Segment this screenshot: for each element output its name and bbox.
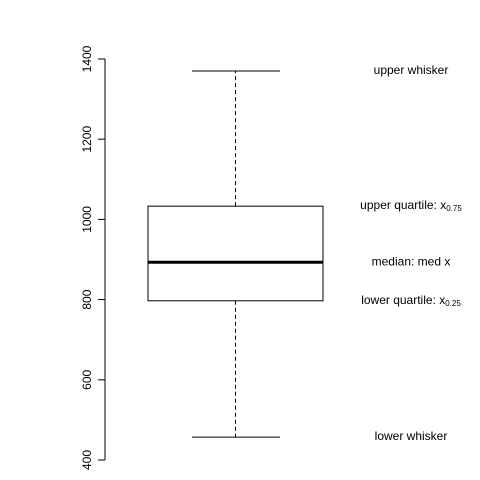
annotation-text: upper quartile: x bbox=[360, 198, 446, 212]
iqr-box bbox=[147, 205, 324, 302]
annotation-lower-whisker: lower whisker bbox=[375, 429, 448, 443]
y-tick-label-600: 600 bbox=[80, 369, 94, 389]
y-tick-label-1200: 1200 bbox=[80, 126, 94, 153]
annotation-subscript: 0.75 bbox=[446, 204, 462, 213]
annotations: upper whisker upper quartile: x0.75 median… bbox=[360, 63, 462, 443]
annotation-text: upper whisker bbox=[374, 63, 449, 77]
plot-area bbox=[147, 70, 324, 438]
annotation-upper-quartile: upper quartile: x0.75 bbox=[360, 198, 462, 213]
annotation-text: median: med x bbox=[372, 254, 451, 268]
annotation-upper-whisker: upper whisker bbox=[374, 63, 449, 77]
y-tick-label-800: 800 bbox=[80, 289, 94, 309]
y-tick-label-1000: 1000 bbox=[80, 206, 94, 233]
y-axis: 400 600 800 1000 1200 1400 bbox=[80, 45, 106, 470]
annotation-text: lower whisker bbox=[375, 429, 448, 443]
annotation-median: median: med x bbox=[372, 254, 451, 268]
annotation-lower-quartile: lower quartile: x0.25 bbox=[361, 293, 461, 308]
annotation-subscript: 0.25 bbox=[445, 299, 461, 308]
annotation-text: lower quartile: x bbox=[361, 293, 445, 307]
y-tick-label-400: 400 bbox=[80, 450, 94, 470]
y-tick-label-1400: 1400 bbox=[80, 45, 94, 72]
